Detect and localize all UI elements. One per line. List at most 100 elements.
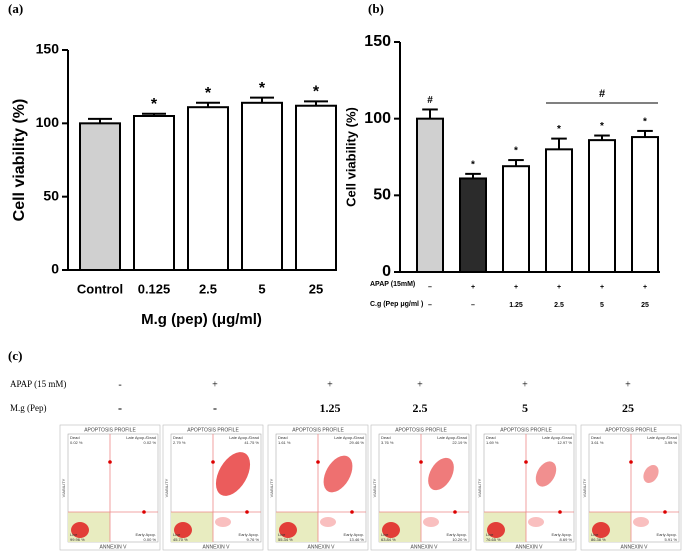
gate-handle (245, 510, 249, 514)
quadrant-value: 0.00 % (144, 537, 157, 542)
y-axis-label: Cell viability (%) (343, 107, 358, 207)
gate-handle (350, 510, 354, 514)
cell-cluster (423, 517, 439, 527)
quadrant-name: Early Apop. (136, 532, 156, 537)
cell-cluster (320, 517, 336, 527)
condition-value: + (643, 284, 647, 291)
annotation: * (557, 124, 561, 135)
condition-value: + (600, 284, 604, 291)
x-tick-label: 0.125 (138, 281, 171, 296)
plot-x-label: ANNEXIN V (308, 544, 336, 550)
quadrant-value: 86.38 % (591, 537, 606, 542)
gate-handle (524, 460, 528, 464)
cell-cluster (487, 522, 505, 538)
gate-handle (419, 460, 423, 464)
quadrant-value: 3.76 % (381, 440, 394, 445)
quadrant-value: 3.61 % (591, 440, 604, 445)
quadrant-name: Live (70, 532, 78, 537)
gate-handle (453, 510, 457, 514)
gate-handle (629, 460, 633, 464)
panel-label: (b) (368, 1, 384, 16)
quadrant-value: 9.76 % (247, 537, 260, 542)
plot-y-label: VIABILITY (164, 478, 169, 497)
cell-cluster (174, 522, 192, 538)
gate-handle (142, 510, 146, 514)
y-tick-label: 150 (364, 33, 391, 50)
cell-cluster (535, 461, 557, 487)
quadrant-name: Early Apop. (344, 532, 364, 537)
gate-handle (663, 510, 667, 514)
y-tick-label: 50 (43, 187, 59, 203)
quadrant-name: Dead (70, 435, 80, 440)
cell-cluster (71, 522, 89, 538)
bracket-label: # (599, 88, 605, 100)
quadrant-value: 99.96 % (70, 537, 85, 542)
bar (187, 106, 229, 271)
annotation: # (427, 95, 433, 106)
quadrant-name: Dead (278, 435, 288, 440)
cell-cluster (215, 517, 231, 527)
bar (295, 104, 337, 271)
cell-cluster (428, 457, 454, 491)
quadrant-name: Early Apop. (447, 532, 467, 537)
quadrant-name: Dead (591, 435, 601, 440)
bar (588, 139, 616, 273)
x-tick-label: Control (77, 281, 123, 296)
quadrant-name: Late Apop./Dead (437, 435, 467, 440)
bar (79, 122, 121, 272)
condition-value: + (471, 284, 475, 291)
gate-handle (558, 510, 562, 514)
panel-label: (a) (8, 1, 23, 16)
y-tick-label: 50 (373, 187, 391, 204)
annotation: * (151, 96, 158, 113)
quadrant-value: 76.65 % (486, 537, 501, 542)
annotation: * (514, 146, 518, 157)
quadrant-name: Dead (173, 435, 183, 440)
plot-title: APOPTOSIS PROFILE (605, 427, 657, 433)
quadrant-value: 29.46 % (349, 440, 364, 445)
condition-value: – (428, 284, 432, 291)
row-value: - (118, 401, 122, 415)
quadrant-name: Live (486, 532, 494, 537)
row-value: + (522, 379, 528, 390)
row-label: M.g (Pep) (10, 403, 47, 413)
plot-x-label: ANNEXIN V (100, 544, 128, 550)
condition-value: 25 (641, 302, 649, 309)
row-value: + (625, 379, 631, 390)
quadrant-value: 45.70 % (173, 537, 188, 542)
row-value: 2.5 (413, 401, 428, 415)
quadrant-value: 41.75 % (244, 440, 259, 445)
bar (133, 115, 175, 271)
bar (416, 117, 444, 273)
row-value: - (118, 379, 121, 390)
plot-y-label: VIABILITY (372, 478, 377, 497)
quadrant-name: Dead (381, 435, 391, 440)
quadrant-value: 1.61 % (278, 440, 291, 445)
condition-label: C.g (Pep μg/ml ) (370, 301, 423, 308)
x-axis-label: M.g (pep) (μg/ml) (141, 311, 262, 328)
annotation: * (205, 85, 212, 102)
row-value: 5 (522, 401, 528, 415)
cell-cluster (382, 522, 400, 538)
plot-y-label: VIABILITY (582, 478, 587, 497)
plot-x-label: ANNEXIN V (411, 544, 439, 550)
plot-title: APOPTOSIS PROFILE (500, 427, 552, 433)
plot-x-label: ANNEXIN V (621, 544, 649, 550)
y-tick-label: 100 (36, 114, 60, 130)
annotation: * (600, 121, 604, 132)
plot-x-label: ANNEXIN V (203, 544, 231, 550)
plot-title: APOPTOSIS PROFILE (292, 427, 344, 433)
quadrant-name: Late Apop./Dead (229, 435, 259, 440)
quadrant-value: 12.97 % (557, 440, 572, 445)
plot-title: APOPTOSIS PROFILE (84, 427, 136, 433)
plot-x-label: ANNEXIN V (516, 544, 544, 550)
gate-handle (316, 460, 320, 464)
